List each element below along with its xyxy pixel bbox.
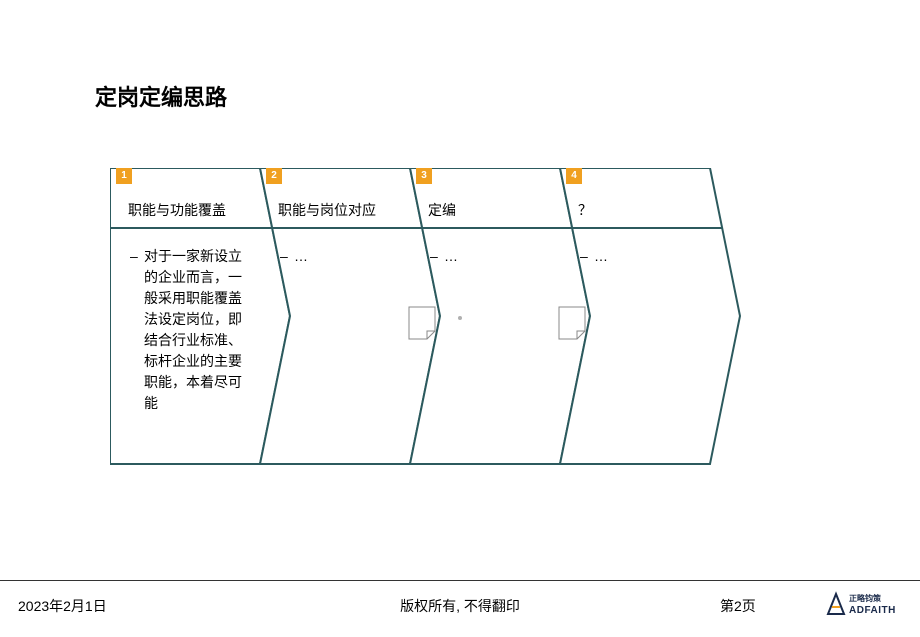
chevron-process: 1职能与功能覆盖–对于一家新设立的企业而言，一般采用职能覆盖法设定岗位，即结合行… xyxy=(110,168,830,464)
footer-rule xyxy=(0,580,920,581)
step-number-badge: 2 xyxy=(266,168,282,184)
bullet-dash: – xyxy=(580,246,594,267)
step-body: –… xyxy=(280,246,404,267)
bullet-dash: – xyxy=(430,246,444,267)
step-title: 定编 xyxy=(428,200,456,220)
footer-page: 第2页 xyxy=(720,596,756,616)
step-number-badge: 4 xyxy=(566,168,582,184)
step-number-badge: 1 xyxy=(116,168,132,184)
step-body: –… xyxy=(430,246,554,267)
bullet-dash: – xyxy=(280,246,294,267)
brand-logo: 正略钧策 ADFAITH xyxy=(824,590,906,620)
step-title: ？ xyxy=(578,200,592,220)
step-body-text: … xyxy=(594,246,702,267)
step-body-text: … xyxy=(444,246,552,267)
step-title: 职能与功能覆盖 xyxy=(128,200,226,220)
note-icon xyxy=(558,306,586,340)
logo-zh: 正略钧策 xyxy=(849,593,882,603)
bullet-dash: – xyxy=(130,246,144,267)
page-title: 定岗定编思路 xyxy=(95,80,227,112)
step-body-text: 对于一家新设立的企业而言，一般采用职能覆盖法设定岗位，即结合行业标准、标杆企业的… xyxy=(144,246,252,414)
step-title: 职能与岗位对应 xyxy=(278,200,376,220)
center-dot xyxy=(458,316,462,320)
step-body: –… xyxy=(580,246,704,267)
step-body: –对于一家新设立的企业而言，一般采用职能覆盖法设定岗位，即结合行业标准、标杆企业… xyxy=(130,246,254,414)
logo-en: ADFAITH xyxy=(849,605,896,616)
slide: 定岗定编思路 1职能与功能覆盖–对于一家新设立的企业而言，一般采用职能覆盖法设定… xyxy=(0,0,920,637)
note-icon xyxy=(408,306,436,340)
footer-center: 版权所有, 不得翻印 xyxy=(0,596,920,616)
step-body-text: … xyxy=(294,246,402,267)
step-number-badge: 3 xyxy=(416,168,432,184)
